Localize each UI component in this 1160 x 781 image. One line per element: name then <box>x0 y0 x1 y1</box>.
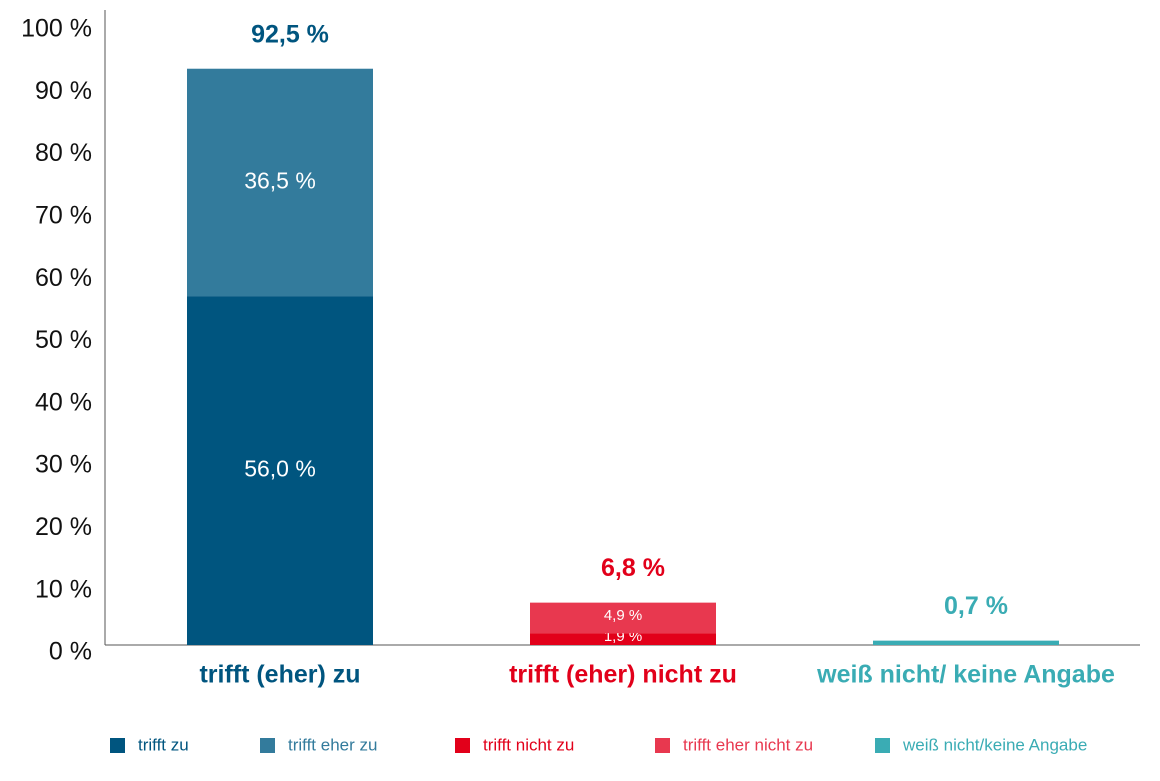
y-tick-label: 70 % <box>35 202 92 230</box>
value-label: 56,0 % <box>244 456 316 482</box>
y-tick-label: 30 % <box>35 451 92 479</box>
legend-swatch <box>455 738 470 753</box>
y-tick-label: 50 % <box>35 326 92 354</box>
x-tick-label: trifft (eher) zu <box>199 661 360 689</box>
y-tick-label: 100 % <box>21 15 92 43</box>
legend-label: trifft zu <box>138 735 189 754</box>
legend-swatch <box>875 738 890 753</box>
bar-segment <box>530 602 716 634</box>
value-label: 36,5 % <box>244 168 316 194</box>
bar-segment <box>187 296 373 645</box>
y-tick-label: 10 % <box>35 575 92 603</box>
bar-segment <box>873 640 1059 645</box>
x-tick-label: trifft (eher) nicht zu <box>509 661 737 689</box>
legend-swatch <box>260 738 275 753</box>
y-tick-label: 90 % <box>35 77 92 105</box>
legend-swatch <box>110 738 125 753</box>
legend-label: trifft eher zu <box>288 735 377 754</box>
total-label: 92,5 % <box>251 20 329 48</box>
x-tick-label: weiß nicht/ keine Angabe <box>816 661 1115 689</box>
bar-segment <box>187 68 373 297</box>
y-tick-label: 60 % <box>35 264 92 292</box>
total-label: 0,7 % <box>944 592 1008 620</box>
legend-swatch <box>655 738 670 753</box>
y-tick-label: 80 % <box>35 139 92 167</box>
y-tick-label: 0 % <box>49 638 92 666</box>
y-tick-label: 40 % <box>35 388 92 416</box>
bar-segment <box>530 633 716 645</box>
value-label: 4,9 % <box>604 607 642 624</box>
total-label: 6,8 % <box>601 554 665 582</box>
y-tick-label: 20 % <box>35 513 92 541</box>
legend-label: weiß nicht/keine Angabe <box>902 735 1087 754</box>
legend-label: trifft eher nicht zu <box>683 735 813 754</box>
legend-label: trifft nicht zu <box>483 735 574 754</box>
